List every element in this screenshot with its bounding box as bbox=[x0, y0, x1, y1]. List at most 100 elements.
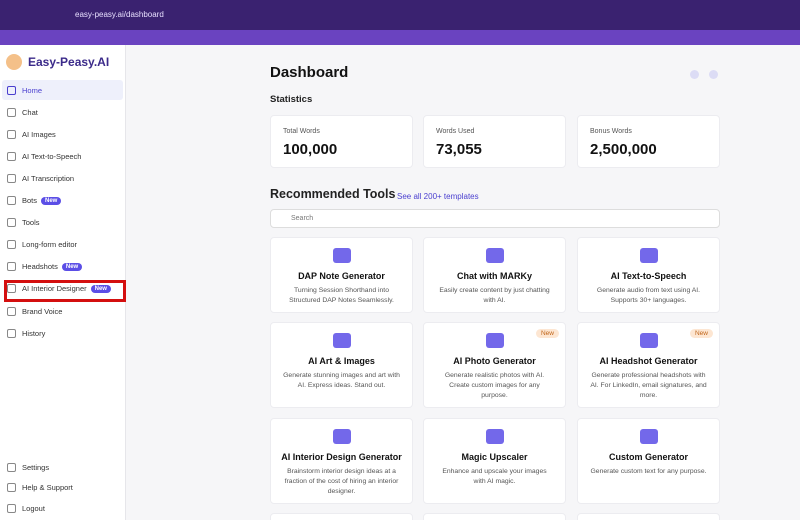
tool-title: AI Headshot Generator bbox=[599, 356, 698, 366]
nav-icon bbox=[7, 240, 16, 250]
new-badge: New bbox=[689, 329, 713, 338]
stat-value: 100,000 bbox=[283, 141, 338, 158]
nav-label: History bbox=[22, 328, 46, 338]
nav-icon bbox=[7, 107, 16, 117]
nav-item[interactable]: AI Interior Designer New bbox=[2, 279, 123, 299]
nav-item[interactable]: Bots New bbox=[2, 191, 123, 211]
nav-item[interactable]: Tools bbox=[2, 213, 123, 233]
nav-item[interactable]: AI Images bbox=[2, 124, 123, 144]
tool-card[interactable]: Magic Upscaler Enhance and upscale your i… bbox=[423, 418, 566, 504]
stat-card: Total Words 100,000 bbox=[270, 115, 413, 168]
tool-card[interactable]: AI Text-to-Speech Generate audio from tex… bbox=[577, 237, 720, 313]
nav-icon bbox=[7, 483, 16, 492]
tool-description: Turning Session Shorthand into Structure… bbox=[289, 287, 394, 304]
tool-icon bbox=[640, 429, 658, 444]
nav-label: Brand Voice bbox=[22, 306, 63, 316]
nav-icon bbox=[7, 462, 16, 472]
nav-label: AI Images bbox=[22, 129, 56, 139]
tool-title: AI Art & Images bbox=[308, 356, 375, 366]
nav-label: Headshots bbox=[22, 262, 58, 272]
stat-label: Bonus Words bbox=[590, 128, 632, 135]
nav-item[interactable]: Headshots New bbox=[2, 257, 123, 277]
nav-icon bbox=[7, 503, 16, 513]
icon-button[interactable] bbox=[690, 70, 699, 79]
search-box[interactable]: Search bbox=[270, 209, 720, 228]
nav-item[interactable]: Brand Voice bbox=[2, 301, 123, 321]
tool-card[interactable] bbox=[423, 513, 566, 520]
tool-icon bbox=[640, 248, 658, 263]
new-badge: New bbox=[90, 284, 111, 293]
tool-title: Custom Generator bbox=[608, 452, 688, 462]
tool-card[interactable] bbox=[577, 513, 720, 520]
nav-item[interactable]: AI Transcription bbox=[2, 168, 123, 188]
tool-card[interactable]: Custom Generator Generate custom text for… bbox=[577, 418, 720, 504]
brand[interactable]: Easy-Peasy.AI bbox=[28, 55, 110, 69]
tool-card[interactable]: AI Interior Design Generator Brainstorm i… bbox=[270, 418, 413, 504]
nav-item[interactable]: Home bbox=[2, 80, 123, 100]
nav-icon bbox=[7, 306, 16, 316]
tool-card[interactable]: AI Photo Generator Generate realistic pho… bbox=[423, 322, 566, 408]
nav-label: Chat bbox=[22, 107, 38, 117]
tool-description: Generate custom text for any purpose. bbox=[590, 468, 707, 475]
nav-icon bbox=[7, 262, 16, 272]
tool-icon bbox=[486, 333, 504, 348]
nav-icon bbox=[7, 85, 16, 95]
stats-heading: Statistics bbox=[270, 94, 313, 105]
tools-heading: Recommended Tools bbox=[270, 187, 396, 201]
nav-item[interactable]: Chat bbox=[2, 102, 123, 122]
highlight-box bbox=[4, 280, 126, 302]
nav-item[interactable]: Help & Support bbox=[2, 478, 123, 498]
nav-icon bbox=[7, 151, 16, 161]
nav-label: Logout bbox=[22, 503, 45, 513]
nav-icon bbox=[7, 284, 16, 294]
nav-label: AI Transcription bbox=[22, 173, 75, 183]
tool-title: Chat with MARKy bbox=[457, 271, 532, 281]
nav-item[interactable]: Logout bbox=[2, 498, 123, 518]
purple-header bbox=[0, 30, 800, 45]
new-badge: New bbox=[41, 196, 62, 205]
tool-description: Easily create content by just chatting w… bbox=[439, 287, 550, 304]
tool-icon bbox=[333, 248, 351, 263]
stat-value: 73,055 bbox=[436, 141, 482, 158]
nav-item[interactable]: Settings bbox=[2, 457, 123, 477]
nav-item[interactable]: Long-form editor bbox=[2, 235, 123, 255]
address-bar[interactable]: easy-peasy.ai/dashboard bbox=[75, 10, 164, 19]
new-badge: New bbox=[535, 329, 559, 338]
nav-item[interactable]: AI Text-to-Speech bbox=[2, 146, 123, 166]
browser-bar bbox=[0, 0, 800, 30]
nav-icon bbox=[7, 196, 16, 205]
tool-description: Generate audio from text using AI. Suppo… bbox=[596, 287, 701, 304]
tool-icon bbox=[333, 333, 351, 348]
tool-card[interactable]: Chat with MARKy Easily create content by … bbox=[423, 237, 566, 313]
nav-item[interactable]: History bbox=[2, 323, 123, 343]
tool-title: Magic Upscaler bbox=[461, 452, 528, 462]
tool-description: Generate professional headshots with AI.… bbox=[590, 372, 707, 399]
tool-icon bbox=[333, 429, 351, 444]
templates-link[interactable]: See all 200+ templates bbox=[397, 192, 479, 201]
stat-label: Total Words bbox=[283, 128, 320, 135]
icon-button[interactable] bbox=[709, 70, 718, 79]
tool-title: AI Photo Generator bbox=[453, 356, 536, 366]
tool-card[interactable]: AI Art & Images Generate stunning images … bbox=[270, 322, 413, 408]
nav-label: AI Text-to-Speech bbox=[22, 151, 82, 161]
page-title: Dashboard bbox=[270, 64, 349, 81]
nav-label: Help & Support bbox=[22, 483, 73, 492]
tool-title: AI Text-to-Speech bbox=[610, 271, 687, 281]
nav-label: Tools bbox=[22, 218, 40, 228]
stat-card: Bonus Words 2,500,000 bbox=[577, 115, 720, 168]
logo bbox=[6, 54, 22, 70]
nav-icon bbox=[7, 129, 16, 139]
nav-icon bbox=[7, 218, 16, 228]
tool-title: DAP Note Generator bbox=[298, 271, 385, 281]
tool-card[interactable]: AI Headshot Generator Generate profession… bbox=[577, 322, 720, 408]
tool-card[interactable]: DAP Note Generator Turning Session Shorth… bbox=[270, 237, 413, 313]
tool-icon bbox=[486, 429, 504, 444]
tool-icon bbox=[640, 333, 658, 348]
search-placeholder: Search bbox=[291, 215, 314, 222]
tool-card[interactable] bbox=[270, 513, 413, 520]
stat-label: Words Used bbox=[436, 128, 475, 135]
nav-label: Home bbox=[22, 85, 43, 95]
tool-icon bbox=[486, 248, 504, 263]
nav-label: Bots bbox=[22, 196, 38, 205]
nav-label: Settings bbox=[22, 462, 50, 472]
